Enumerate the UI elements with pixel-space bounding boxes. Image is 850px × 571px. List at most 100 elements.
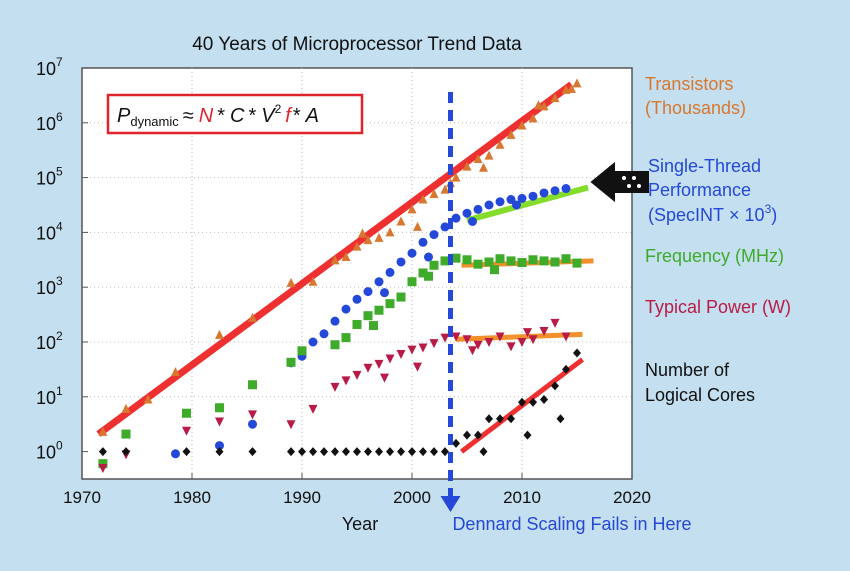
data-point — [352, 241, 362, 251]
data-point — [248, 410, 257, 420]
data-point — [451, 213, 461, 223]
data-point — [561, 254, 571, 264]
data-point — [463, 430, 471, 440]
y-tick-label: 102 — [36, 329, 63, 353]
data-point — [248, 380, 257, 390]
data-point — [517, 338, 527, 347]
data-point — [342, 447, 350, 457]
data-point — [385, 354, 395, 364]
data-point — [440, 184, 450, 194]
data-point — [98, 447, 107, 457]
data-point — [506, 129, 516, 139]
dennard-divider — [440, 92, 461, 512]
data-point — [495, 332, 505, 342]
data-point — [539, 327, 549, 337]
trend-line — [461, 258, 594, 268]
data-point — [182, 426, 191, 436]
data-point — [380, 288, 389, 298]
data-point — [441, 447, 449, 457]
data-point — [320, 447, 328, 457]
formula-p: P — [117, 105, 131, 127]
formula-sub: dynamic — [130, 114, 179, 129]
data-point — [451, 253, 461, 263]
data-point — [363, 363, 373, 373]
data-point — [308, 276, 318, 286]
data-point — [473, 153, 483, 163]
data-point — [490, 265, 499, 275]
data-point — [523, 430, 532, 440]
data-point — [572, 258, 582, 268]
data-point — [308, 337, 318, 347]
formula-box — [106, 93, 364, 135]
label-single-thread: Single-Thread Performance (SpecINT × 103) — [648, 156, 777, 225]
data-point — [386, 447, 394, 457]
data-point — [539, 256, 549, 266]
data-point — [562, 364, 570, 374]
data-point — [528, 113, 538, 123]
data-point — [429, 189, 439, 199]
data-point — [429, 230, 439, 240]
data-point — [452, 438, 460, 448]
formula-star3: * — [293, 105, 301, 127]
data-point — [408, 447, 416, 457]
data-point — [341, 304, 351, 314]
formula-n: N — [199, 105, 214, 127]
data-point — [171, 449, 180, 459]
data-point — [484, 200, 494, 210]
data-point — [396, 350, 406, 360]
data-point — [484, 150, 494, 160]
y-tick-label: 105 — [36, 165, 63, 189]
data-point — [363, 311, 373, 321]
data-point — [385, 267, 395, 277]
data-point — [248, 419, 257, 429]
data-point — [352, 319, 362, 329]
data-point — [474, 430, 482, 440]
data-point — [358, 228, 367, 238]
formula: Pdynamic ≈ N * C * V2 f * A — [117, 102, 319, 129]
data-point — [182, 408, 191, 418]
arrow-down-icon — [440, 496, 461, 512]
data-point — [462, 335, 472, 345]
data-point — [309, 447, 317, 457]
y-tick-label: 101 — [36, 384, 63, 408]
data-point — [495, 139, 505, 149]
data-point — [396, 292, 406, 302]
data-point — [407, 204, 417, 214]
y-tick-label: 104 — [36, 219, 63, 243]
data-point — [341, 333, 351, 343]
label-frequency: Frequency (MHz) — [645, 246, 784, 266]
data-point — [424, 252, 433, 262]
y-tick-label: 106 — [36, 110, 63, 134]
data-point — [506, 195, 516, 205]
data-point — [385, 299, 395, 309]
data-point — [297, 346, 307, 356]
chart-title: 40 Years of Microprocessor Trend Data — [192, 34, 522, 55]
data-point — [429, 260, 439, 270]
data-point — [98, 459, 108, 469]
data-point — [523, 328, 532, 338]
data-points — [98, 78, 582, 474]
data-point — [495, 197, 505, 207]
data-point — [352, 294, 362, 304]
data-point — [529, 397, 537, 407]
data-point — [506, 256, 516, 266]
data-point — [495, 254, 505, 264]
data-point — [418, 194, 428, 204]
data-point — [550, 318, 560, 328]
data-point — [517, 193, 527, 203]
data-point — [286, 357, 296, 367]
data-point — [369, 321, 378, 331]
data-point — [517, 258, 527, 268]
data-point — [462, 255, 472, 265]
data-point — [561, 332, 571, 342]
data-point — [517, 120, 527, 130]
data-point — [374, 305, 384, 315]
data-point — [364, 447, 372, 457]
data-point — [330, 316, 340, 326]
data-point — [462, 161, 472, 171]
data-point — [374, 232, 384, 242]
data-point — [413, 362, 422, 372]
data-point — [484, 338, 494, 347]
formula-approx: ≈ — [183, 105, 194, 127]
formula-f: f — [285, 105, 293, 127]
